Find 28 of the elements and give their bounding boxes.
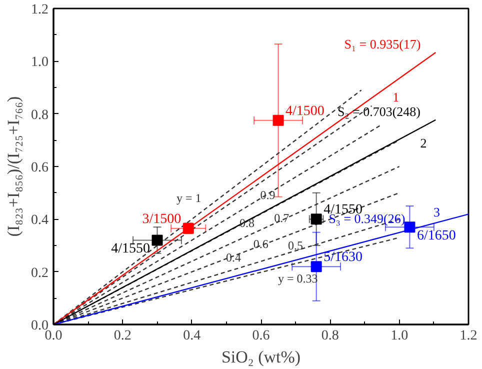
x-tick-label: 0.2 [114, 328, 132, 344]
x-tick-label: 0.8 [321, 328, 339, 344]
y-tick-label: 0.4 [31, 213, 48, 228]
x-tick-label: 0.4 [183, 328, 201, 344]
y-axis-title: (I₈₂₃+I₈₅₆)/(I₇₂₅+I₇₆₆) [4, 96, 23, 237]
series-label: 0.5 [288, 238, 303, 253]
x-tick-label: 1.0 [390, 328, 408, 344]
series-label: 4/1550 [111, 242, 150, 257]
y-tick-label: 0.6 [31, 160, 48, 176]
x-tick-label: 0.6 [252, 328, 270, 344]
series-label: 0.7 [274, 211, 290, 226]
series-label: 4/1500 [286, 104, 324, 119]
x-tick-label: 0.0 [44, 328, 62, 344]
series-label: 3/1500 [142, 212, 182, 227]
annotation: S₂ = 0.703(248) [337, 104, 421, 119]
y-tick-label: 1.0 [31, 55, 48, 70]
series-label: 6/1650 [416, 228, 456, 244]
y-tick-label: 0.8 [31, 108, 48, 123]
x-tick-label: 1.2 [460, 328, 478, 344]
y-tick-label: 1.2 [31, 2, 48, 18]
annotation: 2 [420, 135, 427, 150]
annotation: 1 [392, 90, 400, 105]
annotation: S₁ = 0.935(17) [344, 36, 421, 52]
y-tick-label: 0.2 [31, 266, 48, 281]
annotation: 3 [434, 204, 440, 220]
series-label: 5/1630 [324, 250, 362, 266]
series-label: y = 1 [176, 191, 202, 205]
x-axis-title: SiO₂ (wt%) [221, 348, 301, 366]
